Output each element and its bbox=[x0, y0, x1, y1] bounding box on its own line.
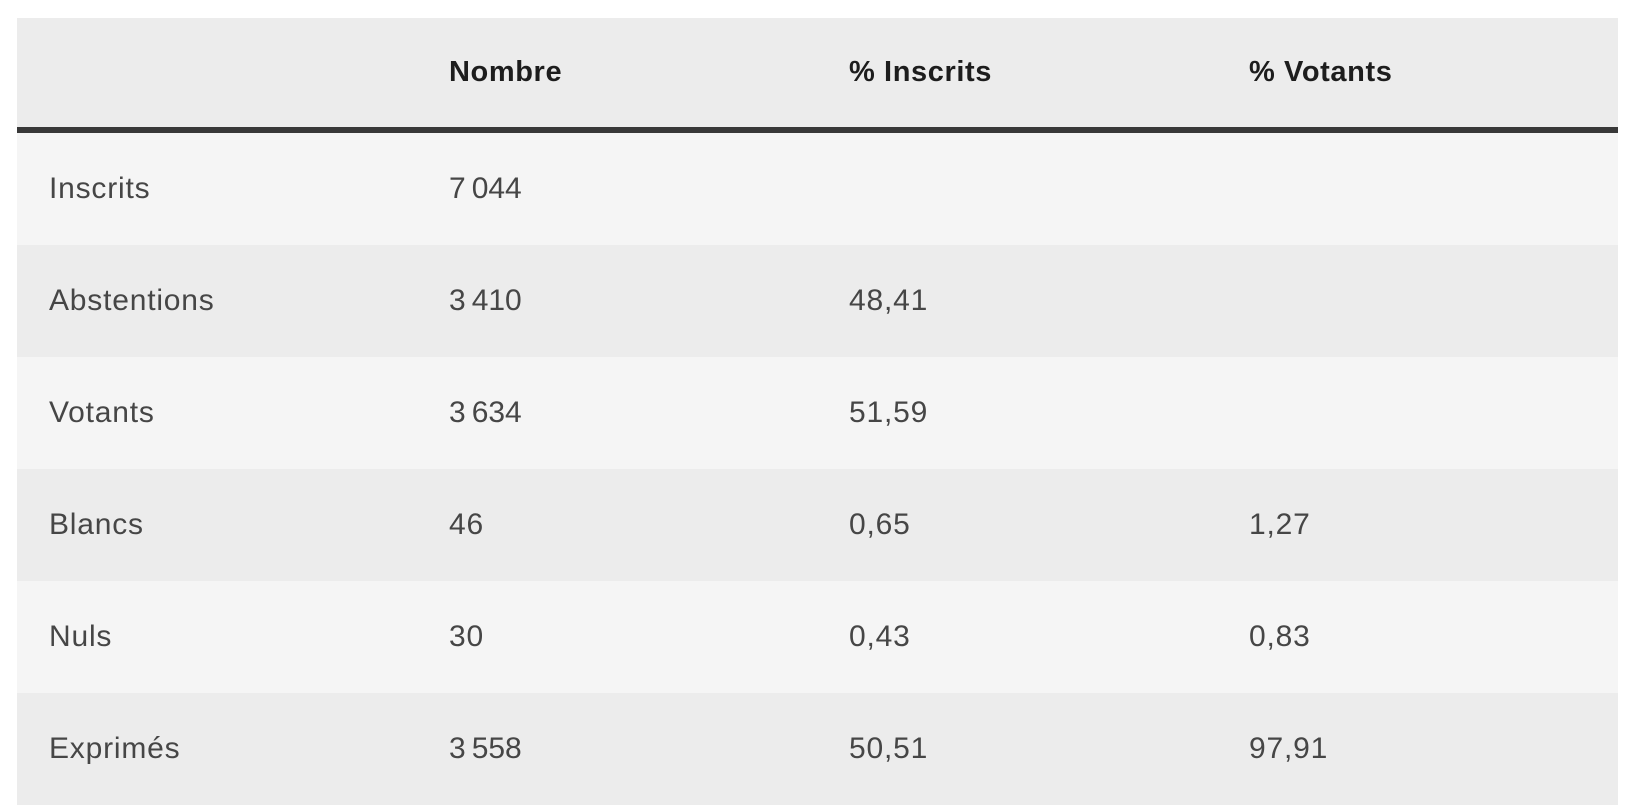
nombre-cell: 30 bbox=[449, 620, 484, 653]
row-label-cell: Votants bbox=[49, 396, 155, 429]
header-cell-pct-votants: % Votants bbox=[1217, 18, 1618, 133]
header-cell-empty bbox=[17, 18, 417, 133]
pct-votants-cell: 0,83 bbox=[1249, 620, 1311, 653]
election-participation-table: Nombre % Inscrits % Votants Inscrits 7 0… bbox=[17, 18, 1618, 805]
table-row: Votants 3 634 51,59 bbox=[17, 357, 1618, 469]
pct-inscrits-cell: 50,51 bbox=[849, 732, 929, 765]
row-label-cell: Blancs bbox=[49, 508, 144, 541]
nombre-cell: 3 634 bbox=[449, 396, 522, 429]
pct-inscrits-cell: 48,41 bbox=[849, 284, 929, 317]
header-cell-nombre: Nombre bbox=[417, 18, 817, 133]
table-header: Nombre % Inscrits % Votants bbox=[17, 18, 1618, 133]
row-label-cell: Abstentions bbox=[49, 284, 215, 317]
nombre-cell: 3 410 bbox=[449, 284, 522, 317]
pct-votants-cell bbox=[1217, 130, 1618, 245]
table-row: Abstentions 3 410 48,41 bbox=[17, 245, 1618, 357]
pct-inscrits-cell: 0,43 bbox=[849, 620, 911, 653]
header-cell-pct-inscrits: % Inscrits bbox=[817, 18, 1217, 133]
table-row: Nuls 30 0,43 0,83 bbox=[17, 581, 1618, 693]
pct-votants-cell bbox=[1217, 357, 1618, 469]
row-label-cell: Nuls bbox=[49, 620, 113, 653]
table-row: Blancs 46 0,65 1,27 bbox=[17, 469, 1618, 581]
pct-inscrits-cell: 0,65 bbox=[849, 508, 911, 541]
nombre-cell: 3 558 bbox=[449, 732, 522, 765]
row-label-cell: Exprimés bbox=[49, 732, 181, 765]
header-row: Nombre % Inscrits % Votants bbox=[17, 18, 1618, 133]
table-row: Exprimés 3 558 50,51 97,91 bbox=[17, 693, 1618, 805]
row-label-cell: Inscrits bbox=[49, 172, 151, 205]
pct-votants-cell: 97,91 bbox=[1249, 732, 1329, 765]
pct-votants-cell: 1,27 bbox=[1249, 508, 1311, 541]
pct-inscrits-cell: 51,59 bbox=[849, 396, 929, 429]
nombre-cell: 46 bbox=[449, 508, 484, 541]
table-row: Inscrits 7 044 bbox=[17, 130, 1618, 245]
pct-inscrits-cell bbox=[817, 130, 1217, 245]
pct-votants-cell bbox=[1217, 245, 1618, 357]
table-body: Inscrits 7 044 Abstentions 3 410 48,41 V… bbox=[17, 130, 1618, 805]
nombre-cell: 7 044 bbox=[449, 172, 522, 205]
